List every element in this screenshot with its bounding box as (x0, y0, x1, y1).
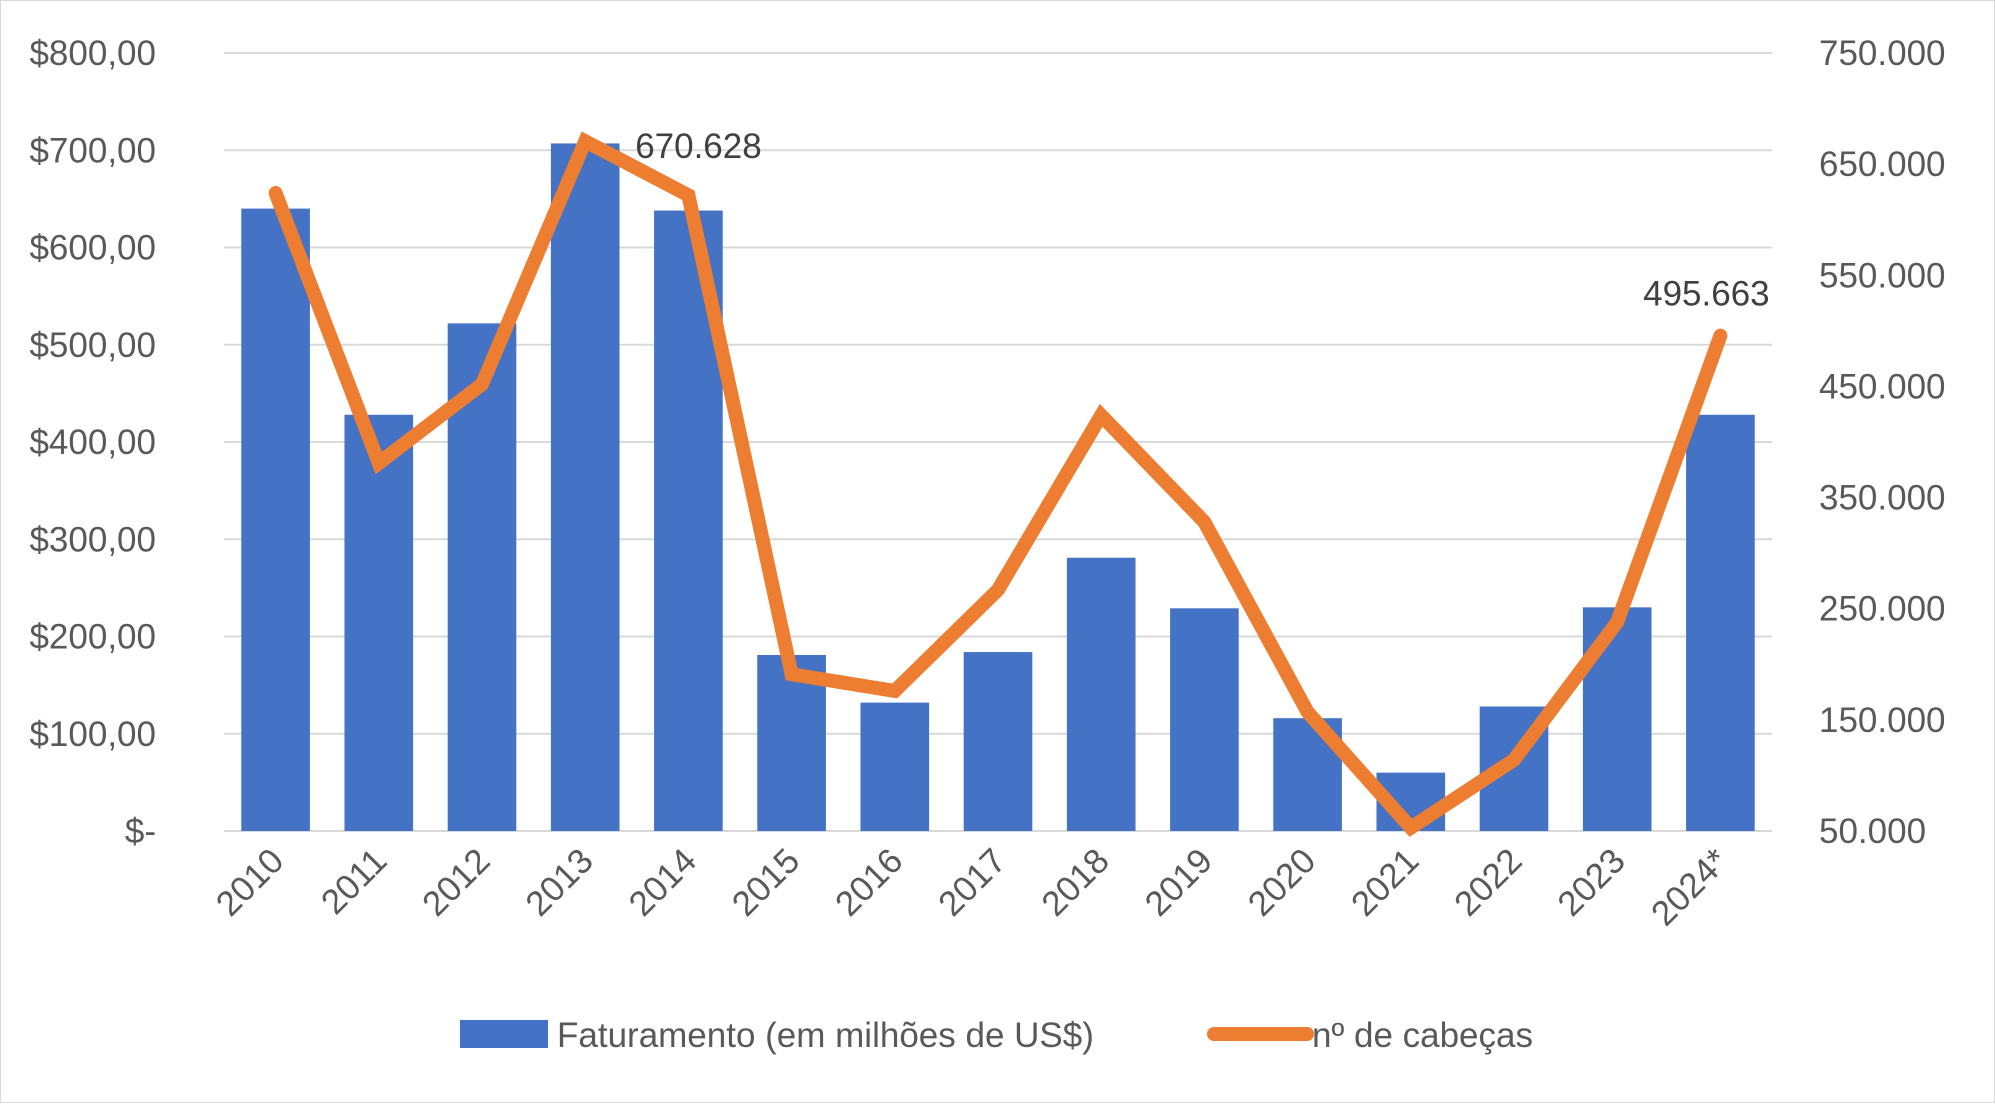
left-axis-tick-label: $700,00 (29, 131, 156, 170)
line-point (997, 588, 999, 591)
x-axis-tick-label: 2018 (1034, 841, 1117, 924)
line-point (790, 673, 793, 676)
bar (860, 702, 930, 831)
left-axis-tick-label: $- (125, 812, 156, 851)
right-axis-tick-label: 450.000 (1819, 367, 1946, 406)
bar (550, 143, 620, 831)
left-axis-tick-label: $800,00 (29, 34, 156, 73)
legend-label-line: nº de cabeças (1312, 1016, 1533, 1055)
bar (1686, 414, 1755, 831)
x-axis-tick-label: 2013 (518, 841, 601, 924)
line-point (584, 140, 587, 143)
line-point (274, 192, 277, 195)
right-axis-tick-label: 750.000 (1819, 34, 1946, 73)
line-point (1616, 621, 1619, 624)
right-axis-tick-label: 550.000 (1819, 256, 1946, 295)
x-axis-tick-label: 2021 (1344, 841, 1427, 924)
line-point (377, 462, 380, 465)
x-axis-tick-label: 2016 (828, 841, 911, 924)
left-axis-tick-label: $200,00 (29, 618, 156, 657)
data-label: 670.628 (635, 127, 762, 166)
x-axis-tick-label: 2014 (621, 841, 704, 924)
line-point (1203, 521, 1206, 524)
left-axis-tick-label: $400,00 (29, 423, 156, 462)
legend-label-bars: Faturamento (em milhões de US$) (557, 1016, 1094, 1055)
x-axis-tick-label: 2023 (1550, 841, 1633, 924)
right-axis-tick-label: 350.000 (1819, 479, 1946, 518)
x-axis-tick-label: 2015 (725, 841, 808, 924)
line-point (687, 194, 690, 197)
left-axis-tick-label: $100,00 (29, 715, 156, 754)
right-axis-tick-label: 150.000 (1819, 701, 1946, 740)
line-point (893, 689, 896, 692)
line-point (481, 383, 483, 386)
line-point (1409, 826, 1412, 829)
x-axis-tick-label: 2017 (931, 841, 1014, 924)
right-axis-tick-label: 650.000 (1819, 145, 1946, 184)
right-axis-tick-label: 250.000 (1819, 590, 1946, 629)
bar (344, 414, 414, 831)
bar (1582, 607, 1652, 831)
bar (241, 208, 310, 832)
right-axis-tick-label: 50.000 (1819, 812, 1926, 851)
x-axis-tick-label: 2022 (1447, 841, 1530, 924)
line-point (1719, 334, 1722, 337)
line-point (1306, 711, 1309, 714)
x-axis-tick-label: 2011 (314, 841, 395, 922)
line-point (1100, 414, 1103, 417)
x-axis-tick-label: 2012 (415, 841, 498, 924)
data-label: 495.663 (1643, 275, 1770, 314)
x-axis-tick-label: 2024* (1644, 841, 1737, 934)
left-axis-tick-label: $300,00 (29, 520, 156, 559)
bar (1170, 608, 1239, 831)
bar (963, 652, 1033, 831)
x-axis-tick-label: 2010 (209, 841, 292, 924)
x-axis-tick-label: 2020 (1241, 841, 1324, 924)
legend-swatch-bars (460, 1020, 548, 1048)
line-point (1513, 758, 1515, 761)
left-axis-tick-label: $500,00 (29, 326, 156, 365)
bar (1066, 557, 1136, 831)
left-axis-tick-label: $600,00 (29, 229, 156, 268)
x-axis-tick-label: 2019 (1137, 841, 1220, 924)
